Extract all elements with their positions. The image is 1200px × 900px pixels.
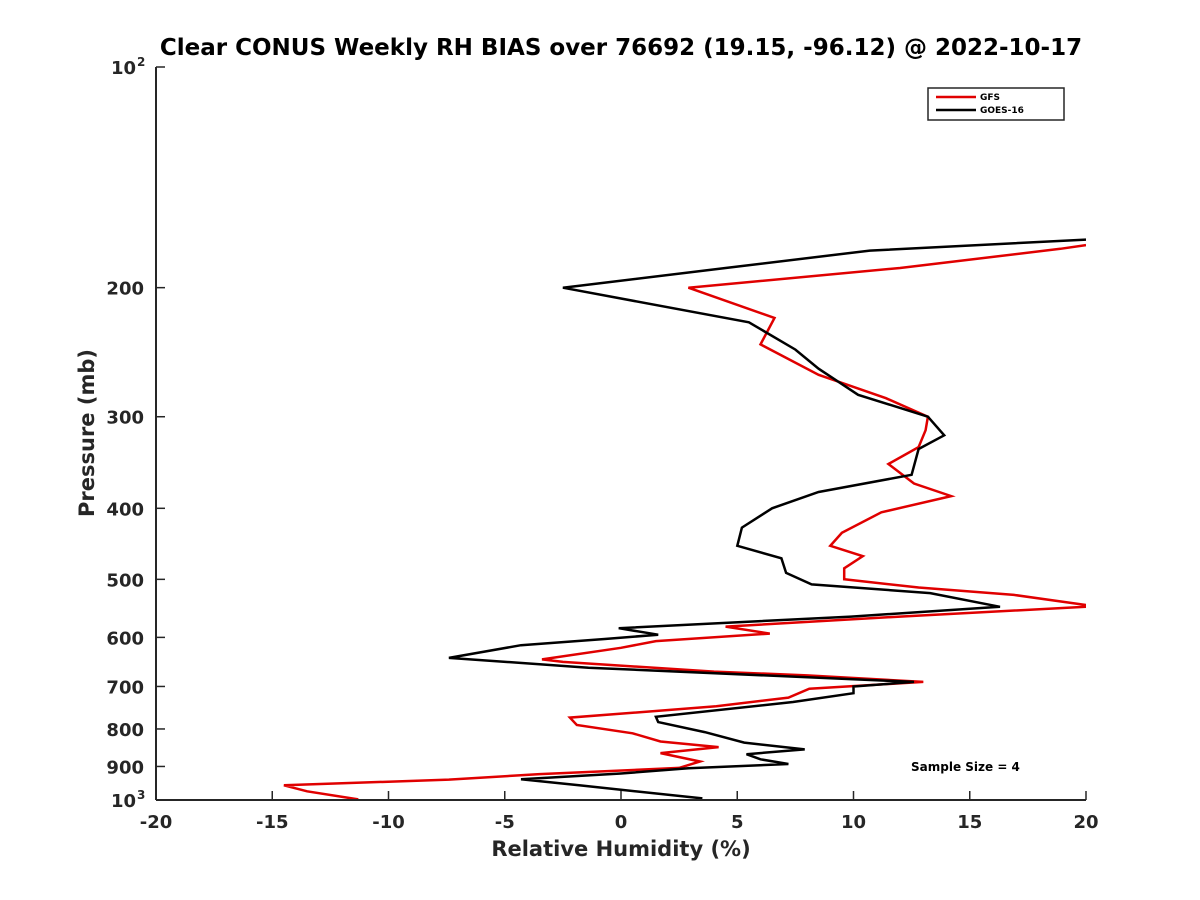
y-tick-label: 400 <box>106 499 144 520</box>
series-line-goes-16 <box>448 238 1086 800</box>
y-tick-label: 200 <box>106 279 144 300</box>
y-tick-label: 300 <box>106 408 144 429</box>
x-tick-label: -15 <box>256 812 289 833</box>
series-line-gfs <box>283 243 1086 800</box>
y-tick-label: 600 <box>106 628 144 649</box>
legend-label-goes-16: GOES-16 <box>980 106 1024 116</box>
x-tick-label: 10 <box>841 812 866 833</box>
x-tick-label: 0 <box>615 812 628 833</box>
x-tick-label: -20 <box>140 812 173 833</box>
plot-area <box>156 67 1086 800</box>
y-axis-label: Pressure (mb) <box>75 349 99 517</box>
legend-label-gfs: GFS <box>980 93 1000 103</box>
legend: GFS GOES-16 <box>927 87 1065 121</box>
x-tick-label: -10 <box>372 812 405 833</box>
x-axis-label: Relative Humidity (%) <box>491 837 750 861</box>
y-tick-label: 10 <box>111 58 136 79</box>
x-tick-label: 20 <box>1073 812 1098 833</box>
series-layer <box>283 238 1086 800</box>
chart-title: Clear CONUS Weekly RH BIAS over 76692 (1… <box>160 35 1082 61</box>
x-tick-label: 5 <box>731 812 744 833</box>
legend-box <box>927 87 1065 121</box>
x-tick-label: -5 <box>495 812 515 833</box>
y-tick-label: 500 <box>106 570 144 591</box>
y-tick-label: 900 <box>106 757 144 778</box>
x-tick-label: 15 <box>957 812 982 833</box>
y-tick-exponent: 2 <box>137 55 145 69</box>
y-tick-label: 10 <box>111 791 136 812</box>
y-tick-label: 700 <box>106 677 144 698</box>
y-tick-label: 800 <box>106 720 144 741</box>
y-tick-exponent: 3 <box>137 788 145 802</box>
sample-size-annotation: Sample Size = 4 <box>911 760 1020 774</box>
